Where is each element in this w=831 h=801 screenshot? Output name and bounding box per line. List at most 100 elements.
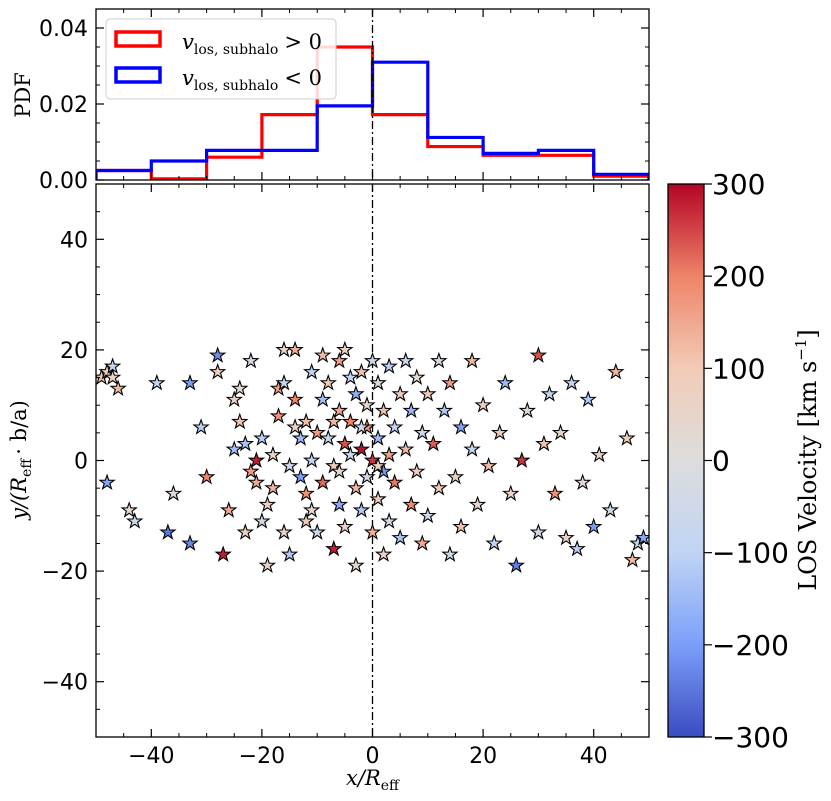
y-tick-label: −40: [42, 671, 88, 696]
scatter-star: [237, 524, 253, 540]
x-tick-label: 20: [469, 744, 497, 769]
scatter-star: [303, 363, 320, 379]
scatter-star: [530, 347, 547, 363]
scatter-star: [602, 502, 618, 517]
scatter-star: [375, 546, 392, 562]
scatter-star: [254, 513, 270, 528]
scatter-star: [182, 375, 198, 390]
scatter-star: [281, 546, 298, 562]
scatter-star: [160, 524, 176, 540]
scatter-star: [619, 430, 635, 446]
scatter-star: [381, 513, 397, 528]
scatter-star: [348, 557, 364, 573]
scatter-star: [209, 347, 226, 363]
legend-swatch-positive: [114, 30, 162, 48]
scatter-star: [359, 469, 375, 484]
scatter-star: [508, 557, 524, 573]
scatter-star: [276, 341, 292, 357]
scatter-star: [259, 557, 276, 573]
scatter-star: [414, 424, 430, 440]
scatter-star: [519, 402, 536, 418]
colorbar-label: LOS Velocity[km s−1]: [792, 329, 822, 591]
scatter-star: [315, 474, 331, 490]
legend-label-positive: vlos, subhalo > 0: [182, 30, 322, 58]
scatter-star: [442, 375, 458, 390]
scatter-star: [486, 535, 502, 551]
scatter-star: [514, 452, 530, 468]
scatter-star: [447, 469, 464, 484]
top-ticks: 0.00 0.02 0.04: [39, 9, 650, 194]
scatter-star: [326, 413, 342, 429]
x-tick-label: −40: [128, 744, 174, 769]
main-panel: −40 −20 0 20 40 −40 −20 0 20 40 x/Reff y/(Reff· b…: [7, 183, 650, 794]
scatter-star: [276, 524, 292, 540]
x-tick-label: −20: [239, 744, 285, 769]
scatter-star: [480, 457, 497, 473]
y-tick-label: 20: [60, 339, 88, 364]
scatter-star: [580, 391, 596, 407]
scatter-star: [469, 496, 486, 512]
x-tick-label: 40: [580, 744, 608, 769]
y-tick-label: 40: [60, 228, 88, 253]
scatter-star: [552, 424, 569, 440]
scatter-star: [320, 430, 336, 446]
scatter-star: [375, 402, 392, 418]
scatter-star: [342, 369, 359, 385]
scatter-star: [315, 391, 331, 407]
scatter-star: [547, 485, 563, 501]
colorbar-tick-label: −300: [712, 721, 789, 754]
scatter-star: [287, 341, 303, 357]
scatter-star: [381, 358, 397, 374]
scatter-star: [265, 446, 281, 462]
scatter-star: [420, 507, 436, 523]
scatter-star: [331, 496, 348, 512]
scatter-star: [381, 446, 397, 462]
scatter-star: [420, 386, 436, 401]
scatter-star: [586, 518, 602, 534]
scatter-star: [591, 446, 607, 462]
colorbar-tick-label: 200: [712, 260, 765, 293]
scatter-star: [403, 496, 419, 512]
scatter-star: [536, 435, 552, 451]
scatter-star: [392, 386, 408, 401]
scatter-star: [215, 546, 231, 562]
scatter-star: [99, 474, 115, 490]
scatter-star: [298, 485, 314, 501]
y-tick-label: −20: [42, 560, 88, 585]
scatter-star: [303, 452, 320, 468]
main-xlabel: x/Reff: [346, 766, 400, 794]
scatter-star: [403, 402, 419, 418]
main-ticks: −40 −20 0 20 40 −40 −20 0 20 40: [42, 183, 650, 769]
scatter-star: [431, 480, 447, 495]
scatter-star: [348, 386, 364, 401]
scatter-star: [198, 469, 215, 484]
scatter-star: [392, 529, 408, 545]
scatter-star: [281, 457, 298, 473]
scatter-star: [342, 446, 359, 462]
scatter-star: [386, 419, 403, 434]
colorbar-tick-label: 0: [712, 445, 730, 478]
scatter-star: [624, 551, 641, 567]
scatter-star: [326, 540, 342, 556]
scatter-star: [530, 524, 547, 540]
y-tick-label: 0: [74, 450, 88, 475]
scatter-star: [292, 430, 309, 446]
colorbar-tick-label: −200: [712, 629, 789, 662]
main-ylabel: y/(Reff· b/a): [7, 400, 35, 521]
scatter-star: [193, 419, 209, 434]
scatter-star: [254, 430, 270, 446]
scatter-star: [287, 391, 303, 407]
top-ylabel: PDF: [11, 72, 35, 118]
scatter-star: [453, 518, 469, 534]
scatter-star: [608, 363, 624, 379]
x-tick-label: 0: [366, 744, 380, 769]
scatter-star: [248, 474, 265, 490]
scatter-star: [503, 485, 519, 501]
scatter-star: [436, 402, 453, 418]
scatter-star: [453, 419, 469, 434]
scatter-star: [541, 386, 558, 401]
scatter-star: [497, 375, 513, 390]
scatter-star: [558, 529, 574, 545]
scatter-star: [409, 369, 425, 385]
